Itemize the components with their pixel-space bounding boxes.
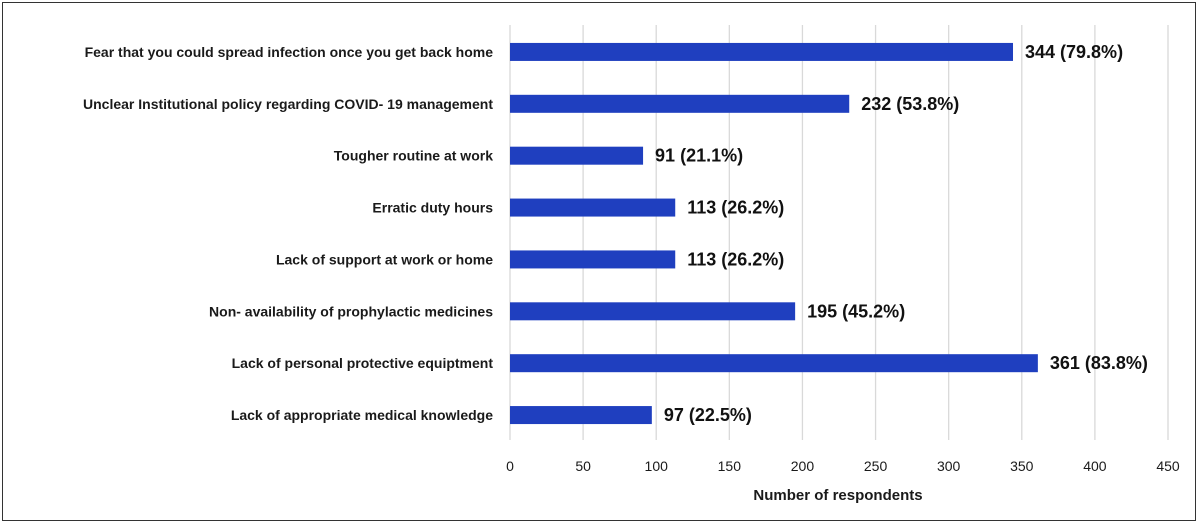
category-label: Non- availability of prophylactic medici… — [209, 303, 493, 319]
x-tick-label: 50 — [575, 458, 591, 474]
x-tick-label: 300 — [937, 458, 961, 474]
x-tick-label: 100 — [645, 458, 669, 474]
bar — [510, 250, 676, 269]
bar — [510, 406, 652, 425]
category-label: Fear that you could spread infection onc… — [85, 44, 494, 60]
data-label: 232 (53.8%) — [861, 94, 959, 114]
category-label: Lack of support at work or home — [276, 251, 493, 267]
x-tick-label: 0 — [506, 458, 514, 474]
bar — [510, 94, 850, 113]
category-label: Tougher routine at work — [334, 148, 493, 164]
category-label: Unclear Institutional policy regarding C… — [83, 96, 493, 112]
data-label: 344 (79.8%) — [1025, 42, 1123, 62]
x-axis-title: Number of respondents — [753, 487, 922, 504]
bar — [510, 302, 796, 321]
x-tick-labels: 0 50 100 150 200 250 300 350 400 450 — [506, 458, 1180, 474]
x-tick-label: 200 — [791, 458, 815, 474]
bar — [510, 198, 676, 217]
gridlines — [509, 25, 1169, 440]
data-label: 91 (21.1%) — [655, 146, 743, 166]
x-tick-label: 350 — [1010, 458, 1034, 474]
category-label: Erratic duty hours — [372, 200, 493, 216]
bars — [510, 42, 1038, 425]
x-tick-label: 450 — [1156, 458, 1180, 474]
data-label: 195 (45.2%) — [807, 301, 905, 321]
category-label: Lack of appropriate medical knowledge — [231, 407, 493, 423]
x-tick-label: 150 — [718, 458, 742, 474]
data-label: 113 (26.2%) — [687, 249, 784, 269]
bar — [510, 146, 644, 165]
bar — [510, 42, 1014, 61]
data-labels: 344 (79.8%) 232 (53.8%) 91 (21.1%) 113 (26.… — [655, 42, 1148, 425]
data-label: 361 (83.8%) — [1050, 353, 1148, 373]
category-labels: Fear that you could spread infection onc… — [83, 44, 493, 423]
data-label: 97 (22.5%) — [664, 405, 752, 425]
bar — [510, 354, 1038, 373]
x-tick-label: 400 — [1083, 458, 1107, 474]
x-tick-label: 250 — [864, 458, 888, 474]
category-label: Lack of personal protective equiptment — [232, 355, 494, 371]
data-label: 113 (26.2%) — [687, 198, 784, 218]
